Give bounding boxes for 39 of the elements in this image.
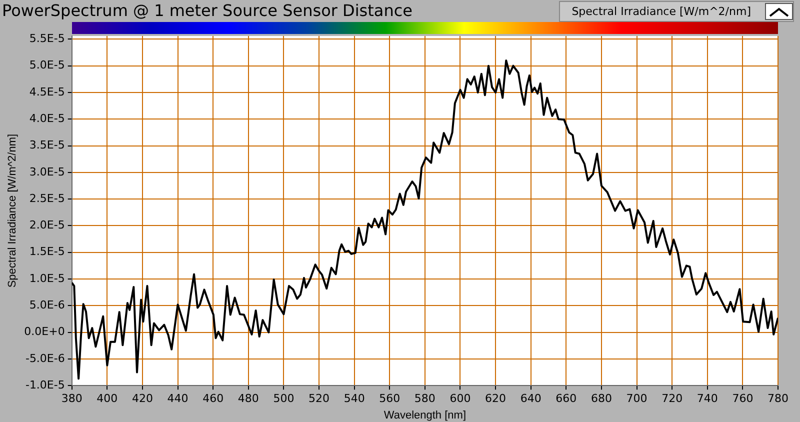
x-tick-label: 620 [485,392,506,406]
y-tick-label: -5.0E-6 [25,352,65,365]
x-tick-label: 440 [167,392,188,406]
chart-title: PowerSpectrum @ 1 meter Source Sensor Distance [2,1,412,20]
x-tick-label: 560 [379,392,400,406]
y-tick-label: 2.5E-5 [29,192,65,205]
x-tick-label: 520 [308,392,330,406]
x-tick-label: 500 [273,392,294,406]
x-tick-label: 780 [768,392,788,406]
x-tick-label: 480 [238,392,259,406]
y-tick-label: 3.5E-5 [29,138,65,152]
x-tick-label: 580 [414,392,436,406]
y-tick-label: 1.5E-5 [29,245,65,258]
y-tick-label: 3.0E-5 [29,165,65,178]
x-tick-label: 720 [662,392,683,406]
x-tick-label: 760 [732,392,754,406]
x-tick-label: 400 [96,392,118,406]
x-tick-label: 700 [626,392,648,406]
y-tick-label: 5.0E-6 [29,298,65,312]
x-tick-label: 380 [61,392,82,406]
y-axis-title: Spectral Irradiance [W/m^2/nm] [6,134,19,288]
x-tick-label: 680 [590,392,612,406]
x-tick-label: 460 [202,392,224,406]
y-tick-label: 4.0E-5 [29,112,65,125]
y-tick-label: 0.0E+0 [24,325,65,338]
x-tick-label: 640 [520,392,542,406]
y-tick-label: 5.0E-5 [29,58,65,72]
x-axis-title: Wavelength [nm] [384,409,466,422]
x-tick-label: 540 [344,392,365,406]
x-tick-label: 420 [132,392,153,406]
x-tick-label: 600 [450,392,471,406]
y-tick-label: 4.5E-5 [29,85,65,98]
legend-label: Spectral Irradiance [W/m^2/nm] [572,5,751,18]
y-tick-label: 1.0E-5 [29,272,65,285]
y-tick-label: 2.0E-5 [29,218,65,232]
y-tick-label: -1.0E-5 [25,378,65,392]
x-tick-label: 740 [696,392,718,406]
y-tick-label: 5.5E-5 [29,32,65,46]
x-tick-label: 660 [556,392,577,406]
